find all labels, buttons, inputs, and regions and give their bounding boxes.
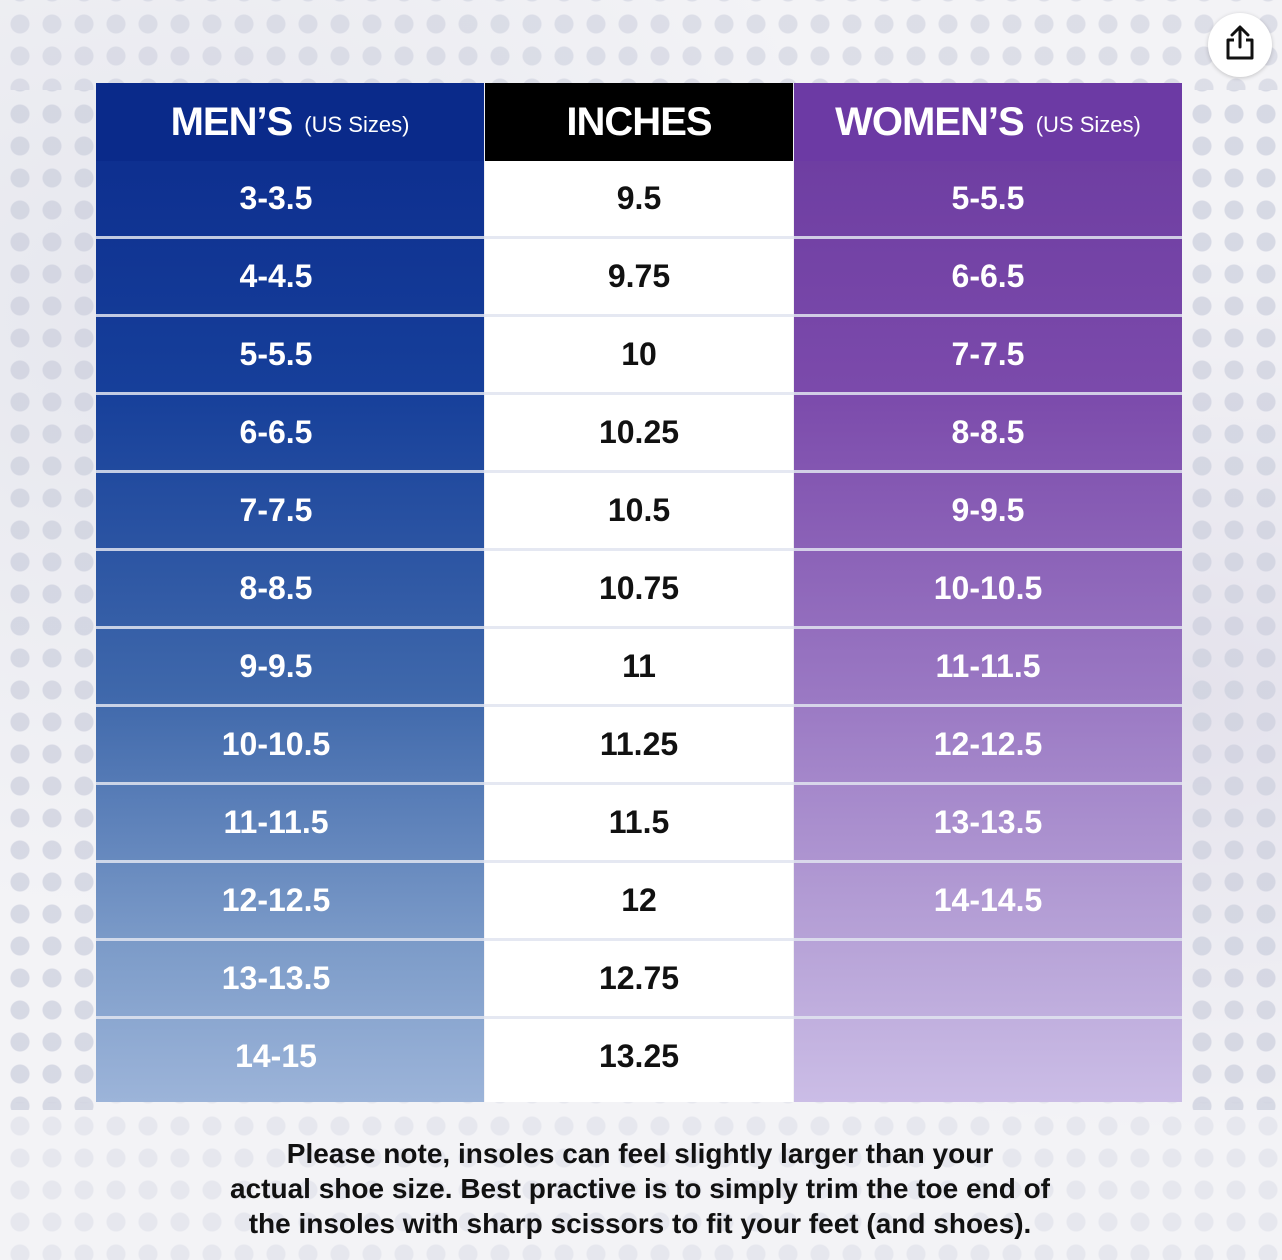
note-line: actual shoe size. Best practive is to si… [230, 1173, 1050, 1204]
share-icon [1223, 25, 1257, 65]
womens-size-cell: 10-10.5 [933, 570, 1043, 606]
mens-column [96, 83, 484, 1102]
mens-header: MEN’S (US Sizes) [96, 83, 484, 161]
inches-title: INCHES [566, 99, 712, 144]
background-dots [0, 90, 96, 1110]
mens-size-cell: 3-3.5 [239, 180, 313, 216]
table-row: 12-12.5 12 14-14.5 [96, 863, 1182, 941]
womens-size-cell: 13-13.5 [933, 804, 1043, 840]
mens-size-cell: 8-8.5 [239, 570, 313, 606]
inches-cell: 10.25 [598, 414, 680, 450]
womens-size-cell [794, 1019, 1182, 1094]
mens-subtitle: (US Sizes) [304, 112, 410, 137]
mens-size-cell: 10-10.5 [221, 726, 331, 762]
mens-size-cell: 14-15 [235, 1038, 317, 1074]
inches-cell: 10 [621, 336, 657, 372]
mens-size-cell: 12-12.5 [221, 882, 331, 918]
inches-cell: 11 [622, 648, 656, 684]
table-row: 7-7.5 10.5 9-9.5 [96, 473, 1182, 551]
inches-cell: 10.75 [598, 570, 680, 606]
table-row: 8-8.5 10.75 10-10.5 [96, 551, 1182, 629]
mens-size-cell: 7-7.5 [239, 492, 313, 528]
table-body: 3-3.5 9.5 5-5.5 4-4.5 9.75 6-6.5 5-5.5 1… [96, 161, 1182, 1102]
table-row: 14-15 13.25 [96, 1019, 1182, 1094]
mens-title: MEN’S [170, 99, 294, 144]
inches-cell: 12.75 [598, 960, 680, 996]
table-row: 13-13.5 12.75 [96, 941, 1182, 1019]
womens-header: WOMEN’S (US Sizes) [794, 83, 1182, 161]
background-dots [0, 0, 1282, 90]
inches-cell: 10.5 [607, 492, 671, 528]
womens-size-cell: 12-12.5 [933, 726, 1043, 762]
mens-size-cell: 9-9.5 [239, 648, 313, 684]
inches-cell: 9.75 [607, 258, 671, 294]
inches-cell: 12 [621, 882, 657, 918]
womens-size-cell: 7-7.5 [951, 336, 1025, 372]
inches-cell: 11.5 [608, 804, 670, 840]
inches-cell: 9.5 [616, 180, 662, 216]
inches-cell: 13.25 [598, 1038, 680, 1074]
mens-size-cell: 11-11.5 [223, 804, 329, 840]
mens-size-cell: 5-5.5 [239, 336, 313, 372]
womens-title: WOMEN’S [835, 99, 1025, 144]
inches-cell: 11.25 [599, 726, 679, 762]
note-line: the insoles with sharp scissors to fit y… [248, 1208, 1032, 1239]
womens-size-cell: 6-6.5 [951, 258, 1025, 294]
womens-subtitle: (US Sizes) [1035, 112, 1141, 137]
background-dots [1182, 90, 1282, 1110]
note-line: Please note, insoles can feel slightly l… [286, 1138, 994, 1169]
sizing-note: Please note, insoles can feel slightly l… [150, 1136, 1130, 1241]
mens-size-cell: 6-6.5 [239, 414, 313, 450]
table-row: 10-10.5 11.25 12-12.5 [96, 707, 1182, 785]
table-row: 6-6.5 10.25 8-8.5 [96, 395, 1182, 473]
womens-size-cell: 5-5.5 [951, 180, 1025, 216]
table-row: 3-3.5 9.5 5-5.5 [96, 161, 1182, 239]
womens-size-cell: 9-9.5 [951, 492, 1025, 528]
mens-size-cell: 4-4.5 [239, 258, 313, 294]
womens-size-cell: 14-14.5 [933, 882, 1043, 918]
table-row: 11-11.5 11.5 13-13.5 [96, 785, 1182, 863]
share-button[interactable] [1208, 13, 1272, 77]
womens-column [794, 83, 1182, 1102]
womens-size-cell [794, 941, 1182, 1016]
inches-header: INCHES [485, 83, 793, 161]
mens-size-cell: 13-13.5 [221, 960, 331, 996]
womens-size-cell: 8-8.5 [951, 414, 1025, 450]
womens-size-cell: 11-11.5 [935, 648, 1041, 684]
table-row: 4-4.5 9.75 6-6.5 [96, 239, 1182, 317]
table-row: 5-5.5 10 7-7.5 [96, 317, 1182, 395]
size-chart-table: MEN’S (US Sizes) INCHES WOMEN’S (US Size… [96, 83, 1182, 1102]
background-dots [0, 1102, 1282, 1260]
table-row: 9-9.5 11 11-11.5 [96, 629, 1182, 707]
inches-column [485, 83, 793, 1102]
